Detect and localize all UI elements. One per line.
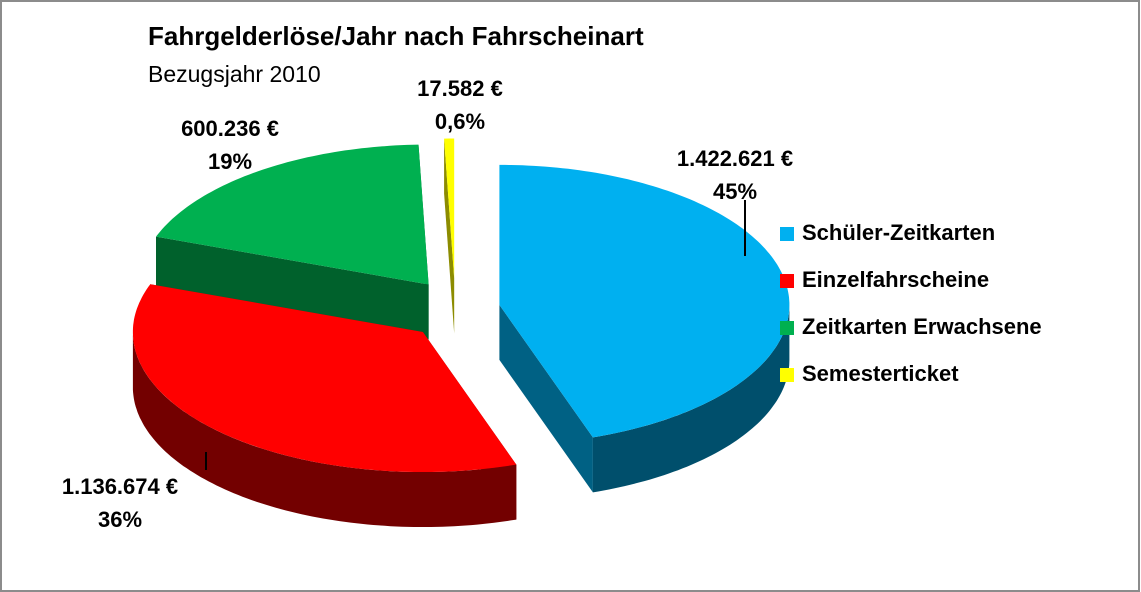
legend-label: Zeitkarten Erwachsene bbox=[802, 314, 1042, 339]
value-label: 1.422.621 € bbox=[677, 146, 793, 171]
slice-side bbox=[499, 304, 593, 493]
value-label: 600.236 € bbox=[181, 116, 279, 141]
pie bbox=[132, 138, 790, 527]
legend-label: Schüler-Zeitkarten bbox=[802, 220, 995, 245]
chart-subtitle: Bezugsjahr 2010 bbox=[148, 61, 321, 87]
legend-swatch bbox=[780, 274, 794, 288]
slice bbox=[156, 144, 429, 285]
slice-side bbox=[156, 236, 429, 340]
chart-title: Fahrgelderlöse/Jahr nach Fahrscheinart bbox=[148, 21, 644, 51]
value-label: 1.136.674 € bbox=[62, 474, 178, 499]
value-label: 17.582 € bbox=[417, 76, 503, 101]
percent-label: 45% bbox=[713, 179, 757, 204]
slice-wall bbox=[592, 304, 790, 493]
percent-label: 36% bbox=[98, 507, 142, 532]
slice bbox=[132, 284, 517, 472]
legend-label: Semesterticket bbox=[802, 361, 959, 386]
slice bbox=[499, 164, 790, 438]
slice bbox=[444, 138, 455, 279]
legend-swatch bbox=[780, 227, 794, 241]
legend-swatch bbox=[780, 321, 794, 335]
percent-label: 19% bbox=[208, 149, 252, 174]
legend-label: Einzelfahrscheine bbox=[802, 267, 989, 292]
slice-side bbox=[444, 138, 455, 334]
legend-swatch bbox=[780, 368, 794, 382]
slice-wall bbox=[132, 332, 517, 527]
percent-label: 0,6% bbox=[435, 109, 485, 134]
